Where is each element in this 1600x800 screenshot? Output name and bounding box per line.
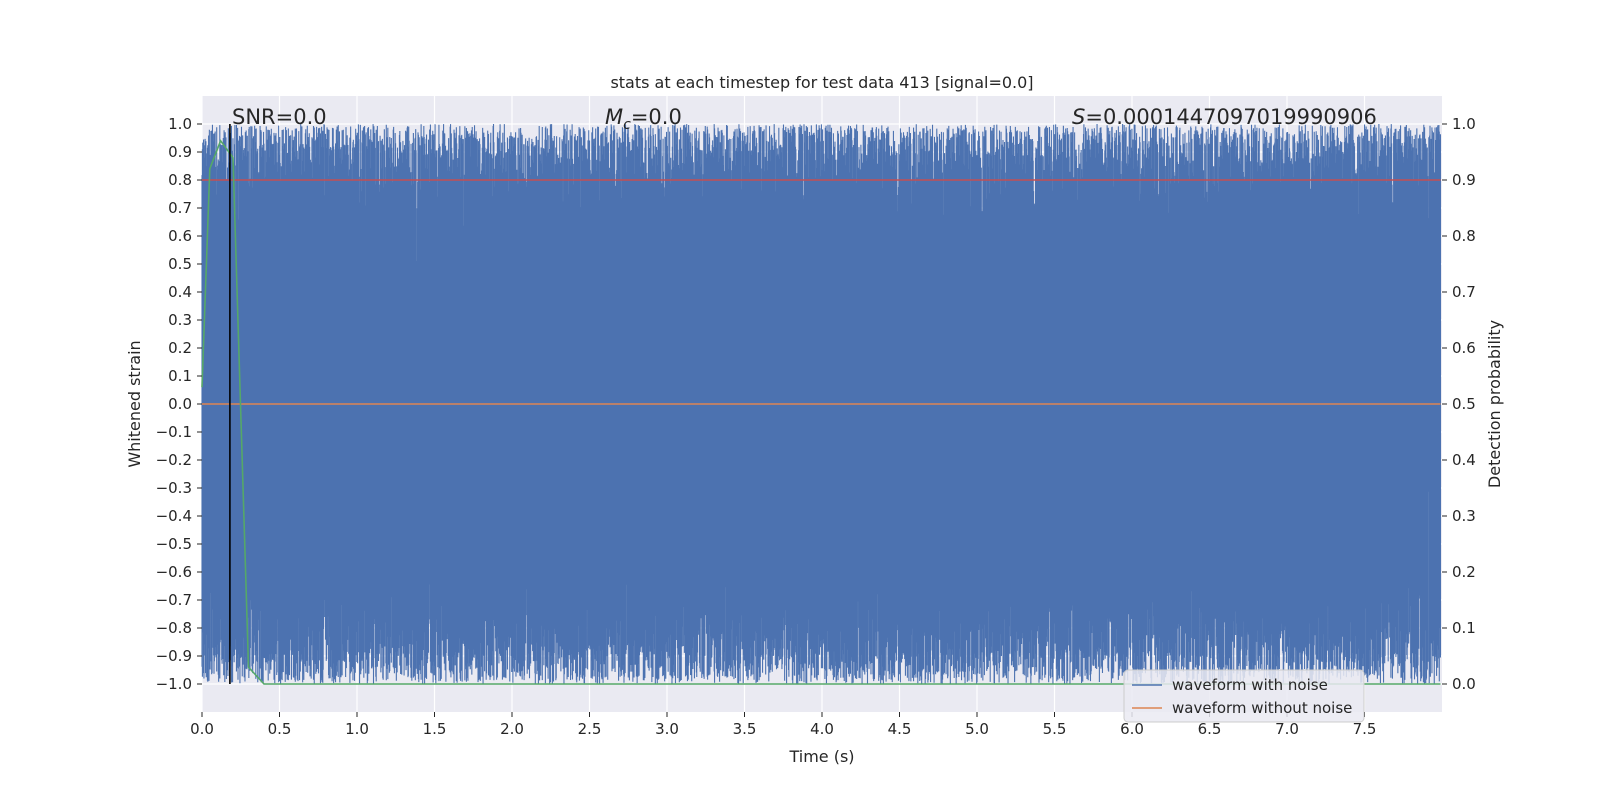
x-tick-labels: 0.0 0.5 1.0 1.5 2.0 2.5 3.0 3.5 4.0 4.5 5.0 5.5 6.0 6… [190, 712, 1376, 738]
y-tick-label: 0.4 [168, 283, 192, 301]
y-tick-label: −0.3 [156, 479, 192, 497]
x-tick-label: 1.5 [423, 720, 447, 738]
series-waveform-with-noise [201, 124, 1441, 684]
y-tick-label: −1.0 [156, 675, 192, 693]
x-tick-label: 6.5 [1198, 720, 1222, 738]
x-tick-label: 0.5 [268, 720, 292, 738]
x-tick-label: 3.0 [655, 720, 679, 738]
y-tick-label: 0.9 [168, 143, 192, 161]
x-axis-label: Time (s) [788, 747, 854, 766]
x-tick-label: 4.0 [810, 720, 834, 738]
y-tick-label: −0.5 [156, 535, 192, 553]
legend-box [1123, 669, 1365, 723]
y2-tick-label: 1.0 [1452, 115, 1476, 133]
y2-axis-label: Detection probability [1485, 320, 1504, 488]
y2-tick-label: 0.8 [1452, 227, 1476, 245]
y-tick-label: 1.0 [168, 115, 192, 133]
y-tick-label: −0.6 [156, 563, 192, 581]
y2-tick-label: 0.5 [1452, 395, 1476, 413]
y2-tick-label: 0.2 [1452, 563, 1476, 581]
y-tick-label: 0.3 [168, 311, 192, 329]
legend: waveform with noise waveform without noi… [1123, 669, 1365, 723]
y-tick-label: 0.2 [168, 339, 192, 357]
x-tick-label: 7.5 [1353, 720, 1377, 738]
x-tick-label: 2.5 [578, 720, 602, 738]
legend-label-noise: waveform with noise [1172, 676, 1328, 694]
y-tick-label: 0.5 [168, 255, 192, 273]
y2-tick-label: 0.3 [1452, 507, 1476, 525]
x-tick-label: 3.5 [733, 720, 757, 738]
legend-label-clean: waveform without noise [1172, 699, 1352, 717]
y-tick-label: −0.4 [156, 507, 192, 525]
detection-probability-line [201, 139, 1441, 685]
y-tick-label: −0.1 [156, 423, 192, 441]
y-tick-label: 0.0 [168, 395, 192, 413]
y2-tick-label: 0.4 [1452, 451, 1476, 469]
snr-annotation: SNR=0.0 [232, 105, 327, 129]
y-tick-label: 0.1 [168, 367, 192, 385]
y2-tick-labels: 1.0 0.9 0.8 0.7 0.6 0.5 0.4 0.3 0.2 0.1 0.0 [1442, 115, 1476, 693]
x-tick-label: 6.0 [1120, 720, 1144, 738]
x-tick-label: 5.0 [965, 720, 989, 738]
chart-title: stats at each timestep for test data 413… [610, 73, 1033, 92]
x-tick-label: 2.0 [500, 720, 524, 738]
y-tick-label: 0.7 [168, 199, 192, 217]
x-tick-label: 0.0 [190, 720, 214, 738]
y-tick-labels: 1.0 0.9 0.8 0.7 0.6 0.5 0.4 0.3 0.2 0.1 0.0 −0.1 −0.… [156, 115, 202, 693]
chirp-mass-annotation: Mc=0.0 [605, 105, 682, 133]
s-annotation: S=0.0001447097019990906 [1072, 105, 1377, 129]
noise-trace [201, 124, 1441, 684]
mc-value: =0.0 [631, 105, 682, 129]
x-tick-label: 5.5 [1043, 720, 1067, 738]
x-tick-label: 1.0 [345, 720, 369, 738]
y2-tick-label: 0.6 [1452, 339, 1476, 357]
y2-tick-label: 0.0 [1452, 675, 1476, 693]
mc-subscript: c [623, 117, 631, 133]
x-tick-label: 7.0 [1275, 720, 1299, 738]
y-tick-label: −0.2 [156, 451, 192, 469]
y-axis-label: Whitened strain [125, 340, 144, 467]
mc-symbol: M [605, 105, 623, 129]
x-tick-label: 4.5 [888, 720, 912, 738]
y2-tick-label: 0.9 [1452, 171, 1476, 189]
s-value: =0.0001447097019990906 [1085, 105, 1377, 129]
y-tick-label: −0.8 [156, 619, 192, 637]
s-symbol: S [1072, 105, 1085, 129]
y-tick-label: 0.6 [168, 227, 192, 245]
y2-tick-label: 0.7 [1452, 283, 1476, 301]
y-tick-label: −0.7 [156, 591, 192, 609]
y-tick-label: 0.8 [168, 171, 192, 189]
y-tick-label: −0.9 [156, 647, 192, 665]
series-lines [201, 124, 1441, 685]
y2-tick-label: 0.1 [1452, 619, 1476, 637]
